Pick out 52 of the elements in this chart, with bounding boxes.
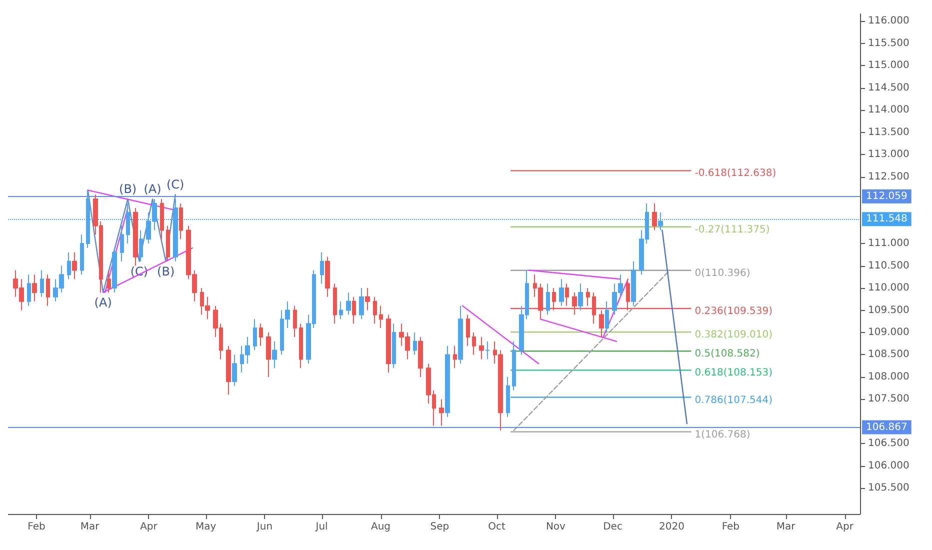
y-tick-label: 113.000	[868, 149, 910, 160]
ref-line-label: 106.867	[866, 422, 908, 433]
x-tick-label: Oct	[488, 522, 506, 532]
x-tick-label: Jun	[256, 522, 273, 532]
series-label: 0.5(108.582)	[694, 348, 760, 360]
series-label: 0.786(107.544)	[694, 394, 773, 406]
x-tick-label: Nov	[546, 522, 566, 532]
annotation: (C)	[130, 264, 148, 278]
x-tick-label: Aug	[370, 522, 391, 532]
x-tick-label: Apr	[836, 522, 854, 532]
y-tick-label: 116.000	[868, 16, 910, 27]
ref-line-label: 112.059	[866, 190, 908, 202]
x-tick-label: Feb	[28, 522, 46, 532]
y-tick-label: 107.500	[868, 394, 910, 405]
annotation: (A)	[94, 295, 112, 310]
y-tick-label: 114.000	[868, 104, 910, 116]
series-label: 1(106.768)	[694, 429, 750, 440]
y-tick-label: 110.000	[868, 282, 910, 294]
y-tick-label: 111.000	[868, 238, 910, 250]
ref-line-label: 111.548	[866, 214, 908, 225]
x-tick-label: Mar	[80, 522, 100, 532]
series-label: 0.618(108.153)	[694, 368, 773, 379]
y-tick-label: 106.500	[868, 438, 910, 450]
x-tick-label: Jul	[314, 522, 328, 532]
x-tick-label: Apr	[140, 522, 158, 532]
annotation: (B)	[157, 264, 175, 278]
y-tick-label: 115.500	[868, 38, 910, 49]
annotation: (A)	[144, 182, 162, 196]
x-tick-label: Mar	[776, 522, 796, 532]
x-tick-label: Sep	[430, 522, 450, 532]
annotation: (C)	[166, 178, 184, 192]
y-tick-label: 113.500	[868, 126, 910, 138]
y-tick-label: 108.500	[868, 349, 910, 360]
series-label: -0.618(112.638)	[694, 168, 776, 180]
y-tick-label: 114.500	[868, 82, 910, 94]
series-label: 0.236(109.539)	[694, 306, 773, 318]
x-tick-label: Feb	[722, 522, 740, 532]
x-tick-label: 2020	[658, 522, 684, 532]
y-tick-label: 110.500	[868, 260, 910, 272]
x-tick-label: Dec	[603, 522, 622, 532]
y-tick-label: 105.500	[868, 482, 910, 494]
series-label: 0.382(109.010)	[694, 330, 773, 341]
y-tick-label: 115.000	[868, 60, 910, 72]
y-tick-label: 108.000	[868, 371, 910, 382]
series-label: 0(110.396)	[694, 268, 750, 279]
x-tick-label: May	[195, 522, 216, 532]
annotation: (B)	[119, 182, 137, 196]
series-label: -0.27(111.375)	[694, 224, 770, 236]
y-tick-label: 109.000	[868, 327, 910, 338]
y-tick-label: 106.000	[868, 460, 910, 472]
y-tick-label: 109.500	[868, 304, 910, 316]
y-tick-label: 112.500	[868, 171, 910, 182]
